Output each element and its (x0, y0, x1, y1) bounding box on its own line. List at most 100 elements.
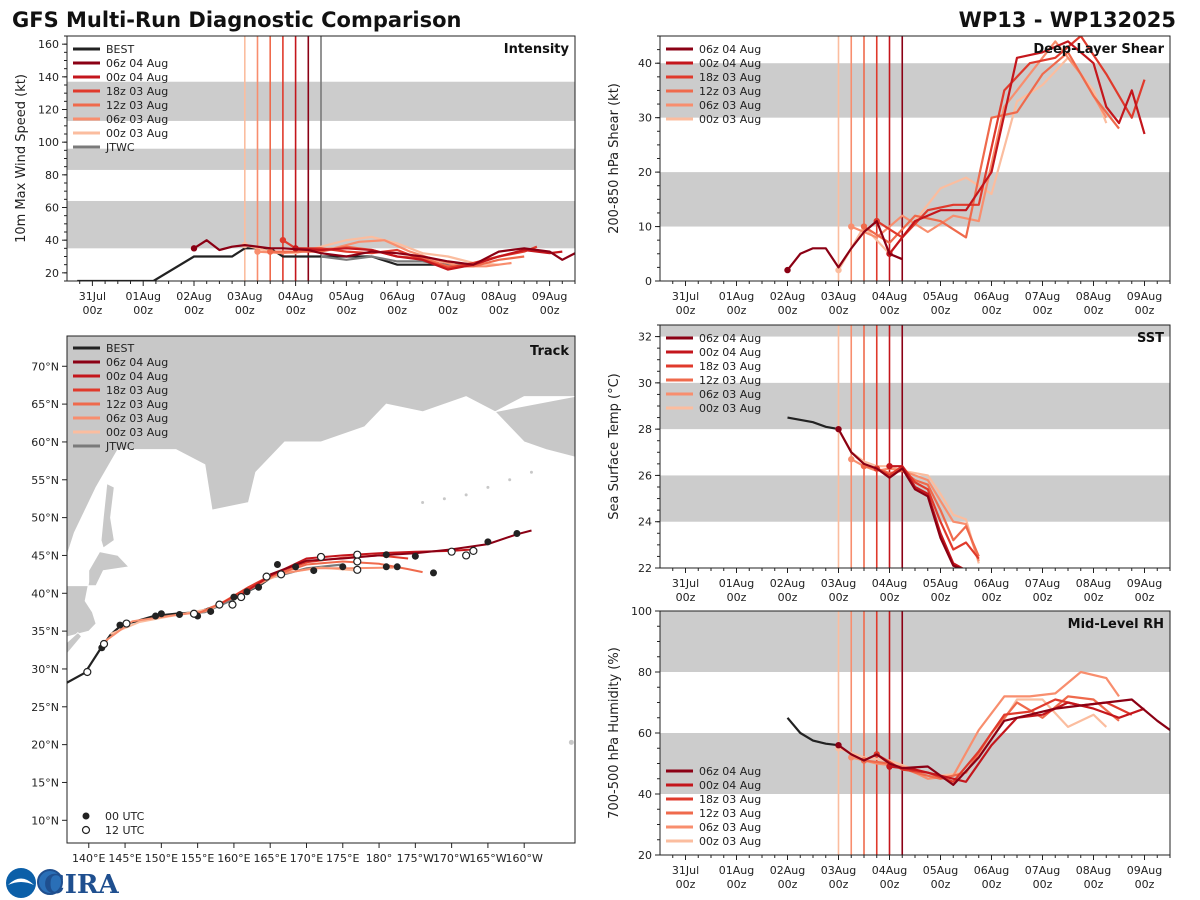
sst-xtick-label-hour: 00z (1135, 591, 1155, 604)
intensity-xtick-label-date: 08Aug (481, 290, 516, 303)
track-frame (66, 335, 576, 844)
track-ytick-label: 65°N (31, 398, 59, 411)
legend-label: 12z 03 Aug (699, 85, 761, 98)
intensity-xtick-label-hour: 00z (83, 304, 103, 317)
track-point-12utc (215, 600, 224, 609)
intensity-xtick-label-hour: 00z (540, 304, 560, 317)
track-ytick-label: 35°N (31, 625, 59, 638)
sst-ytick-label: 30 (638, 377, 652, 390)
noaa-bird-icon (8, 878, 34, 885)
aleutian-island (529, 470, 533, 474)
track-point-12utc (83, 667, 92, 677)
intensity-xtick-label-date: 06Aug (379, 290, 414, 303)
shear-xtick-label-hour: 00z (931, 304, 951, 317)
legend-label: 00z 03 Aug (106, 426, 168, 439)
track-point-12utc (276, 570, 286, 579)
legend-label: 18z 03 Aug (699, 71, 761, 84)
intensity-run-start-point-2 (279, 236, 287, 244)
legend-label: 00z 04 Aug (699, 779, 761, 792)
shear-run-line-1 (888, 40, 1146, 255)
japan-landmass (67, 551, 130, 638)
intensity-xtick-label-date: 02Aug (176, 290, 211, 303)
track-xtick-label: 175°W (397, 852, 434, 865)
sakhalin-landmass (100, 482, 115, 549)
sst-ytick-label: 22 (638, 562, 652, 575)
legend-label: JTWC (105, 440, 135, 453)
shear-run-start-point-0 (784, 266, 791, 274)
sst-xtick-label-hour: 00z (727, 591, 747, 604)
track-point-12utc (353, 557, 362, 566)
track-xtick-label: 170°E (290, 852, 323, 865)
rh-xtick-label-hour: 00z (676, 878, 696, 891)
track-point-00utc (152, 612, 160, 620)
rh-title: Mid-Level RH (1068, 617, 1164, 632)
aleutian-island (464, 493, 468, 497)
track-xtick-label: 150°E (145, 852, 178, 865)
intensity-ytick-label: 140 (38, 71, 59, 84)
shear-xtick-label-hour: 00z (778, 304, 798, 317)
rh-xtick-label-hour: 00z (931, 878, 951, 891)
sst-ytick-label: 26 (638, 469, 652, 482)
legend-label: 06z 03 Aug (106, 412, 168, 425)
cira-globe-icon (37, 869, 63, 895)
rh-xtick-label-date: 07Aug (1025, 864, 1060, 877)
shear-xtick-label-date: 01Aug (719, 290, 754, 303)
track-point-00utc (273, 561, 281, 569)
track-point-00utc (243, 588, 251, 596)
sst-title: SST (1137, 331, 1164, 346)
intensity-ylabel: 10m Max Wind Speed (kt) (14, 74, 29, 243)
sst-ytick-label: 24 (638, 516, 652, 529)
intensity-xtick-label-hour: 00z (286, 304, 306, 317)
track-ytick-label: 55°N (31, 474, 59, 487)
sst-xtick-label-hour: 00z (778, 591, 798, 604)
intensity-xtick-label-date: 03Aug (227, 290, 262, 303)
shear-ytick-label: 0 (645, 275, 652, 288)
shear-plot-area (660, 36, 1170, 281)
track-ytick-label: 40°N (31, 587, 59, 600)
shear-xtick-label-hour: 00z (1135, 304, 1155, 317)
cira-logo: CIRA (6, 868, 119, 900)
track-point-00utc (382, 551, 390, 559)
sst-xtick-label-date: 04Aug (872, 577, 907, 590)
shear-xtick-label-hour: 00z (727, 304, 747, 317)
sst-xtick-label-date: 31Jul (672, 577, 699, 590)
track-point-00utc (339, 563, 347, 571)
track-title: Track (530, 344, 569, 359)
rh-best-line (786, 717, 839, 747)
intensity-run-line-1 (295, 247, 563, 271)
legend-label: 18z 03 Aug (106, 384, 168, 397)
legend-label: 00z 03 Aug (699, 113, 761, 126)
track-point-12utc (99, 639, 109, 649)
track-xtick-label: 160°W (506, 852, 543, 865)
kyushu-landmass (67, 632, 83, 655)
track-ytick-label: 60°N (31, 436, 59, 449)
intensity-xtick-label-hour: 00z (387, 304, 407, 317)
legend-label: 06z 03 Aug (106, 113, 168, 126)
intensity-run-start-point-0 (190, 245, 198, 252)
rh-xtick-label-date: 06Aug (974, 864, 1009, 877)
intensity-xtick-label-hour: 00z (184, 304, 204, 317)
legend-label: BEST (106, 342, 134, 355)
legend-label: 06z 03 Aug (699, 821, 761, 834)
intensity-run-line-0 (193, 239, 575, 266)
track-run-line-2 (218, 554, 409, 606)
aleutian-island (421, 500, 425, 504)
intensity-ytick-label: 120 (38, 104, 59, 117)
intensity-xtick-label-hour: 00z (133, 304, 153, 317)
shear-xtick-label-date: 06Aug (974, 290, 1009, 303)
track-point-00utc (484, 538, 492, 546)
intensity-xtick-label-hour: 00z (337, 304, 357, 317)
shear-run-start-point-5 (835, 266, 842, 274)
sst-xtick-label-hour: 00z (880, 591, 900, 604)
sst-xtick-label-date: 05Aug (923, 577, 958, 590)
track-xtick-label: 175°E (326, 852, 359, 865)
legend-label: 18z 03 Aug (699, 360, 761, 373)
rh-xtick-label-hour: 00z (982, 878, 1002, 891)
track-point-12utc (122, 619, 131, 628)
sst-xtick-label-date: 08Aug (1076, 577, 1111, 590)
track-xtick-label: 165°E (253, 852, 286, 865)
shear-title: Deep-Layer Shear (1033, 42, 1164, 57)
intensity-jtwc-line (320, 255, 474, 266)
shear-xtick-label-date: 07Aug (1025, 290, 1060, 303)
